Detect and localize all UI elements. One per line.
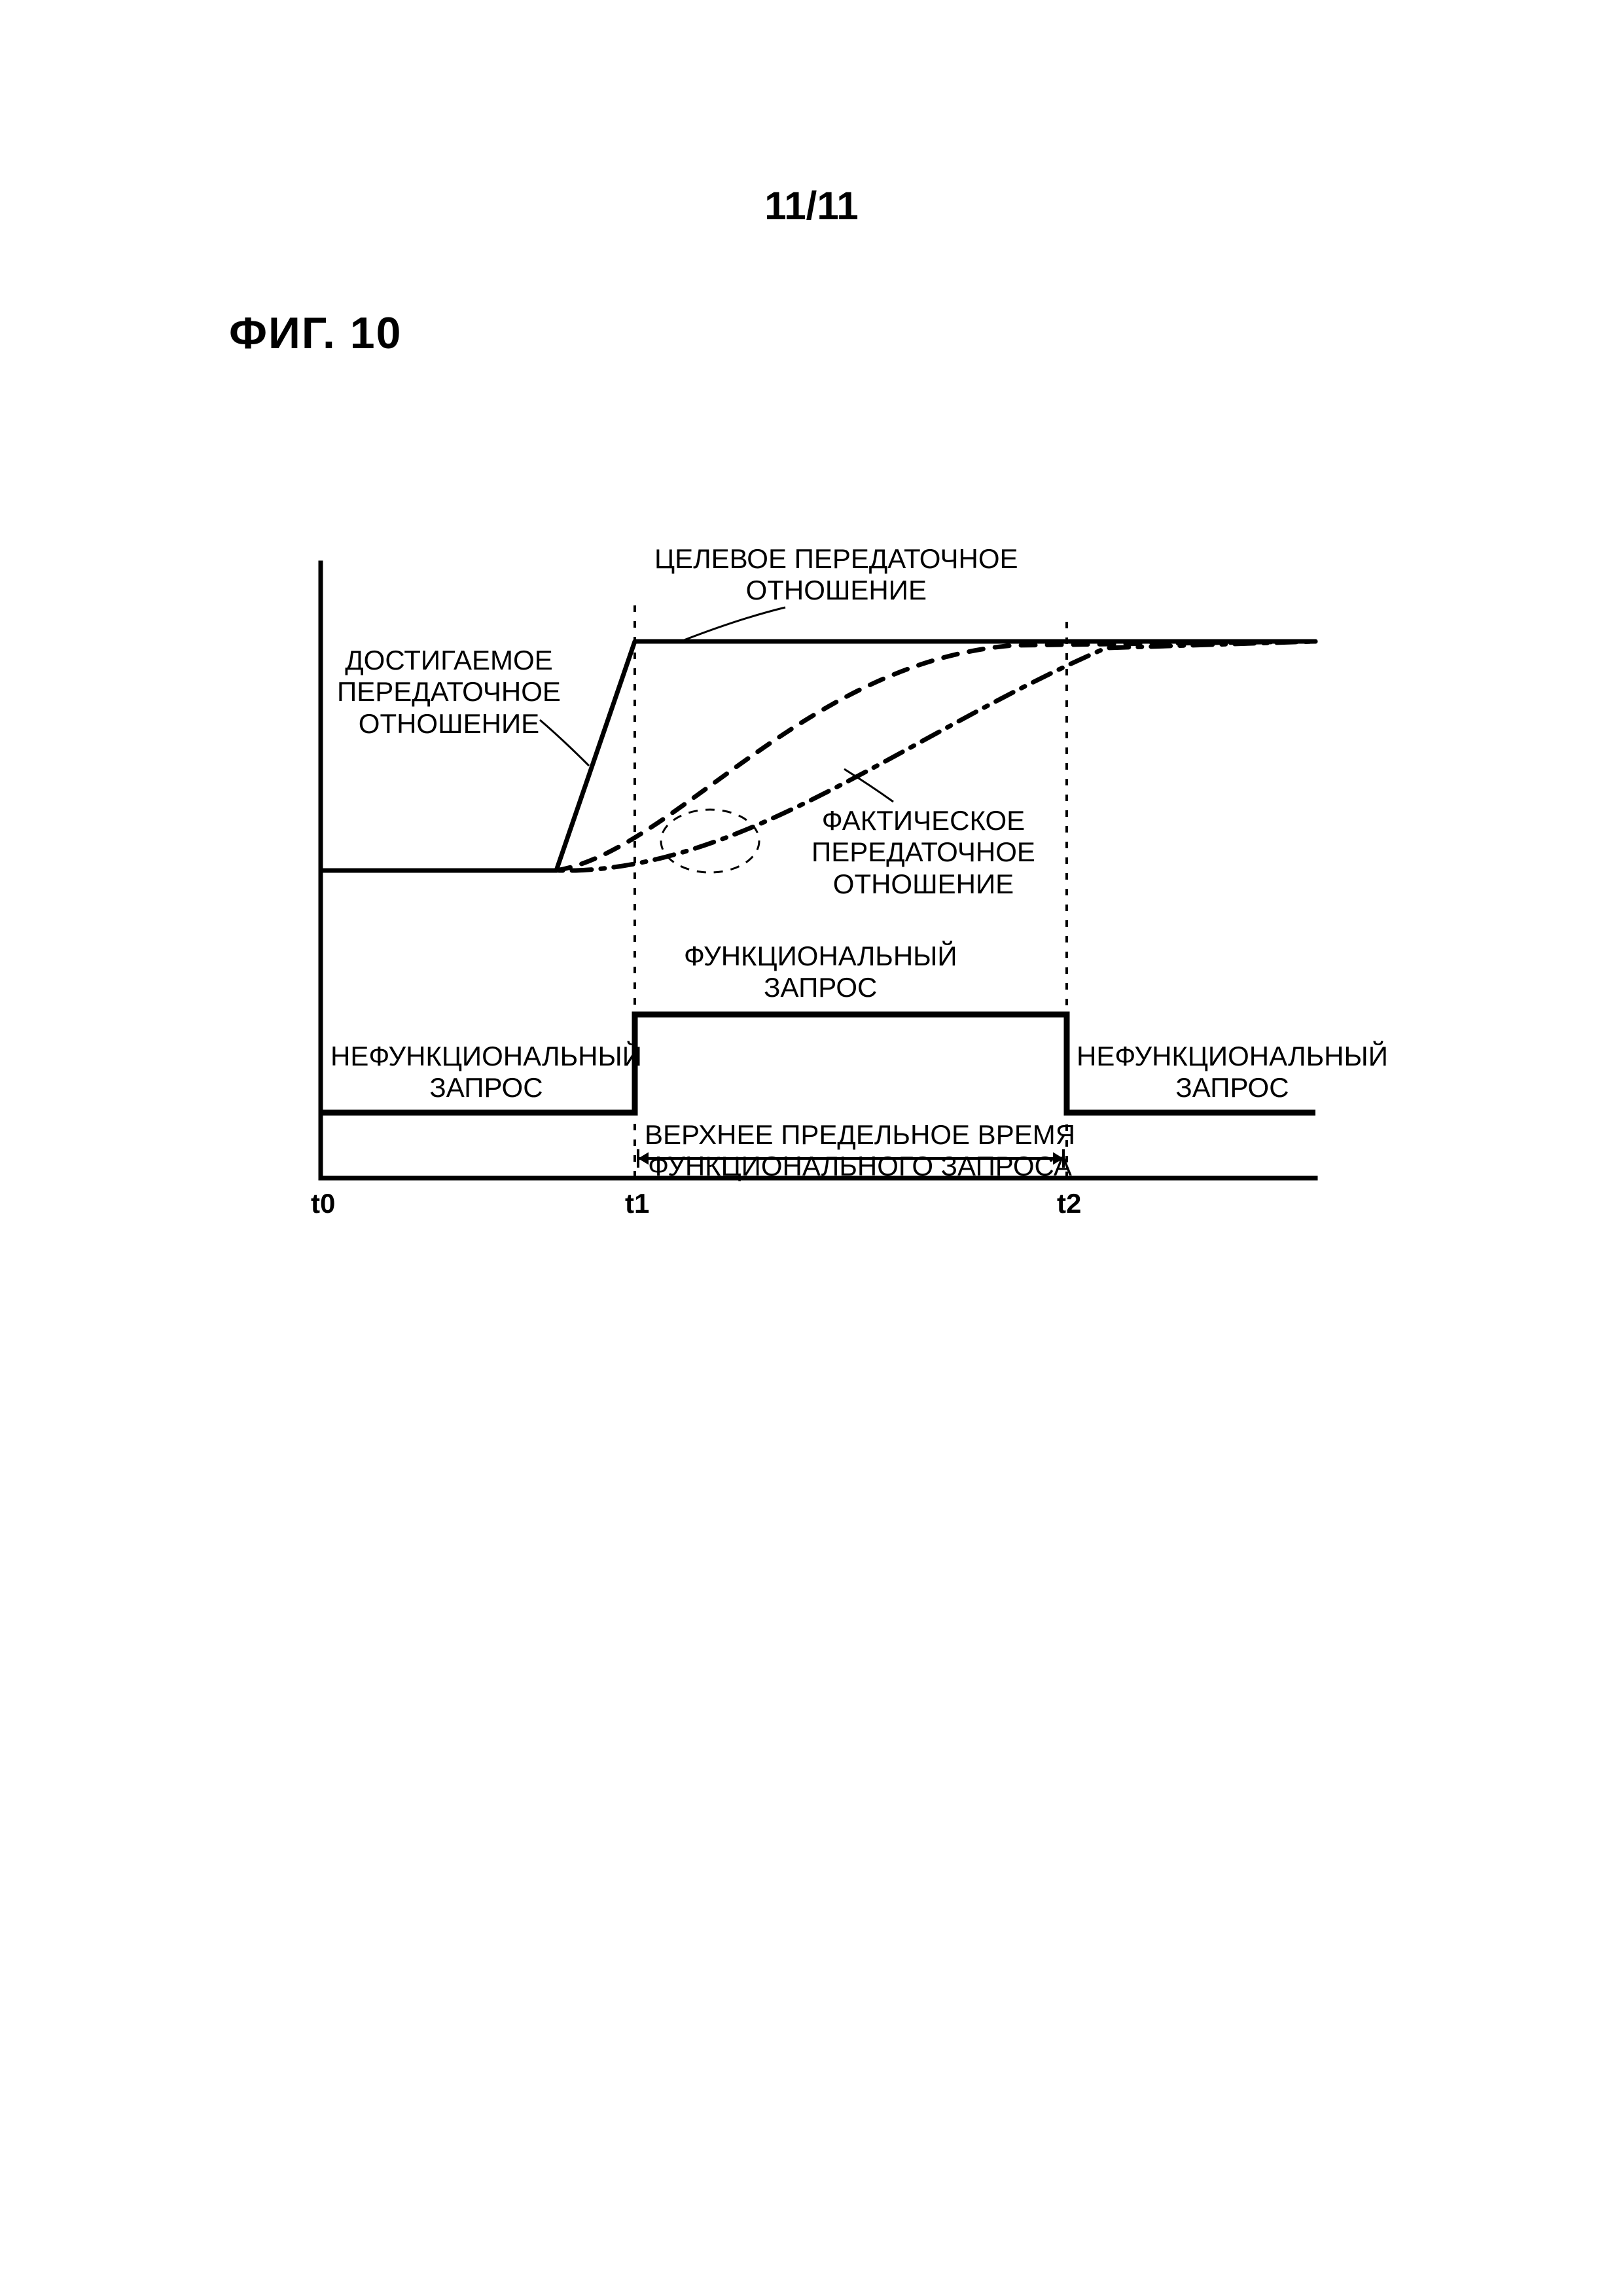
tick-t0: t0 xyxy=(311,1188,335,1219)
page: 11/11 ФИГ. 10 ЦЕЛЕВОЕ ПЕРЕДАТОЧНОЕ ОТНОШ… xyxy=(0,0,1623,2296)
label-nonfunc-left: НЕФУНКЦИОНАЛЬНЫЙ ЗАПРОС xyxy=(330,1041,642,1104)
label-actual: ФАКТИЧЕСКОЕ ПЕРЕДАТОЧНОЕ ОТНОШЕНИЕ xyxy=(812,805,1035,900)
page-number: 11/11 xyxy=(0,183,1623,228)
timing-chart: ЦЕЛЕВОЕ ПЕРЕДАТОЧНОЕ ОТНОШЕНИЕ ДОСТИГАЕМ… xyxy=(281,543,1329,1263)
label-target: ЦЕЛЕВОЕ ПЕРЕДАТОЧНОЕ ОТНОШЕНИЕ xyxy=(654,543,1018,607)
figure-label: ФИГ. 10 xyxy=(229,308,402,359)
label-attained: ДОСТИГАЕМОЕ ПЕРЕДАТОЧНОЕ ОТНОШЕНИЕ xyxy=(337,645,561,740)
label-upper-limit: ВЕРХНЕЕ ПРЕДЕЛЬНОЕ ВРЕМЯ ФУНКЦИОНАЛЬНОГО… xyxy=(645,1119,1075,1183)
label-nonfunc-right: НЕФУНКЦИОНАЛЬНЫЙ ЗАПРОС xyxy=(1077,1041,1388,1104)
label-functional-request: ФУНКЦИОНАЛЬНЫЙ ЗАПРОС xyxy=(684,941,957,1004)
tick-t2: t2 xyxy=(1057,1188,1081,1219)
tick-t1: t1 xyxy=(625,1188,649,1219)
